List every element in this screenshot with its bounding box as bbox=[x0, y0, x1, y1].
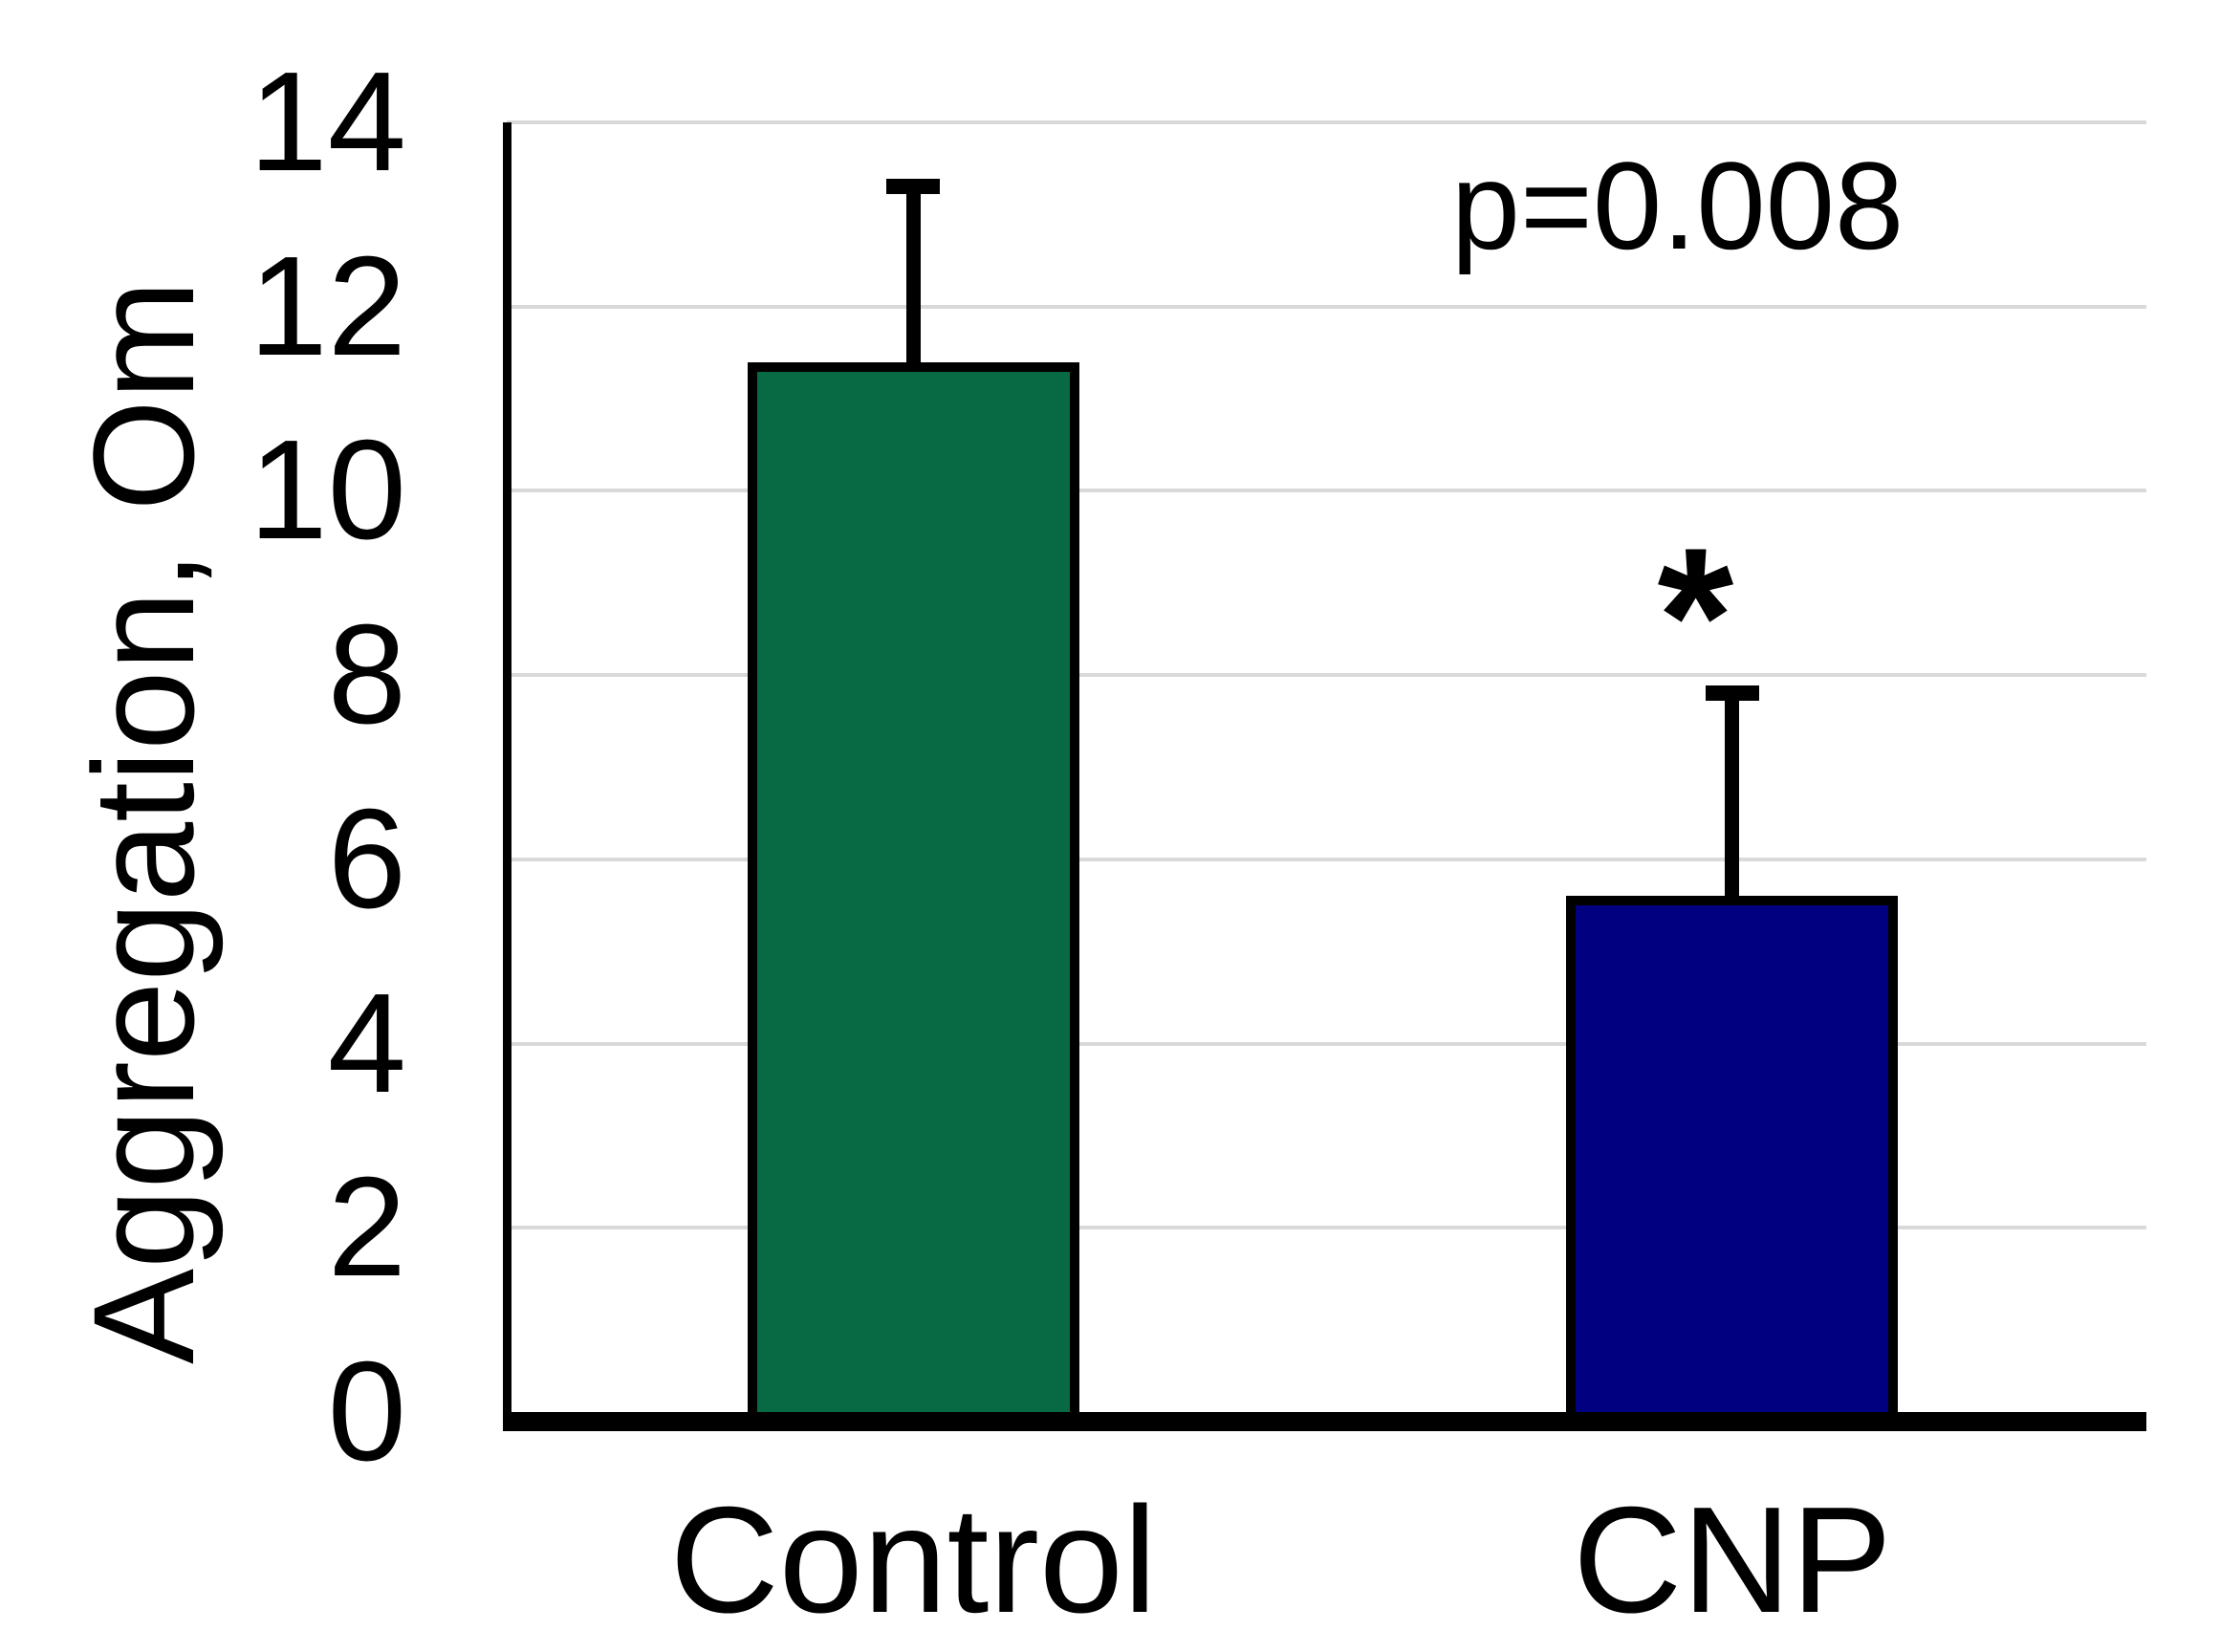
x-category-label-control: Control bbox=[669, 1476, 1157, 1644]
gridline-y-10 bbox=[507, 489, 2146, 493]
y-tick-label-14: 14 bbox=[249, 43, 406, 201]
annotation-significance-asterisk: * bbox=[1657, 507, 1734, 727]
error-bar-cap-cnp bbox=[1705, 685, 1759, 702]
y-tick-label-4: 4 bbox=[327, 964, 406, 1122]
gridline-y-8 bbox=[507, 673, 2146, 678]
y-tick-label-0: 0 bbox=[327, 1333, 406, 1490]
bar-control bbox=[747, 361, 1079, 1412]
y-tick-label-12: 12 bbox=[249, 227, 406, 385]
gridline-y-2 bbox=[507, 1226, 2146, 1230]
y-axis-line bbox=[502, 122, 511, 1431]
gridline-y-12 bbox=[507, 304, 2146, 309]
bar-cnp bbox=[1566, 896, 1899, 1412]
error-bar-stem-cnp bbox=[1725, 693, 1740, 906]
y-tick-label-6: 6 bbox=[327, 779, 406, 938]
y-tick-label-8: 8 bbox=[327, 596, 406, 754]
y-tick-label-10: 10 bbox=[249, 411, 406, 570]
x-category-label-cnp: CNP bbox=[1573, 1476, 1892, 1644]
annotation-p-value: p=0.008 bbox=[1450, 135, 1904, 275]
gridline-y-6 bbox=[507, 857, 2146, 861]
gridline-y-14 bbox=[507, 120, 2146, 124]
y-tick-label-2: 2 bbox=[327, 1148, 406, 1307]
gridline-y-4 bbox=[507, 1041, 2146, 1046]
x-axis-line bbox=[502, 1412, 2146, 1431]
error-bar-cap-control bbox=[886, 179, 941, 195]
error-bar-stem-control bbox=[905, 186, 921, 372]
